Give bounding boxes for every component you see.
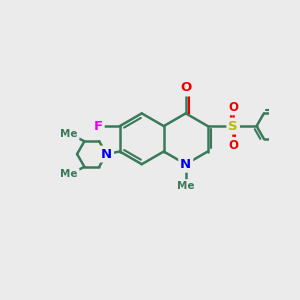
Text: F: F: [94, 120, 103, 133]
Text: O: O: [180, 82, 191, 94]
Text: N: N: [180, 158, 191, 171]
Text: S: S: [228, 120, 238, 133]
Text: Me: Me: [60, 129, 78, 139]
Text: N: N: [101, 148, 112, 160]
Text: O: O: [228, 139, 238, 152]
Text: O: O: [228, 100, 238, 113]
Text: Me: Me: [299, 121, 300, 131]
Text: Me: Me: [60, 169, 78, 179]
Text: Me: Me: [177, 181, 194, 191]
